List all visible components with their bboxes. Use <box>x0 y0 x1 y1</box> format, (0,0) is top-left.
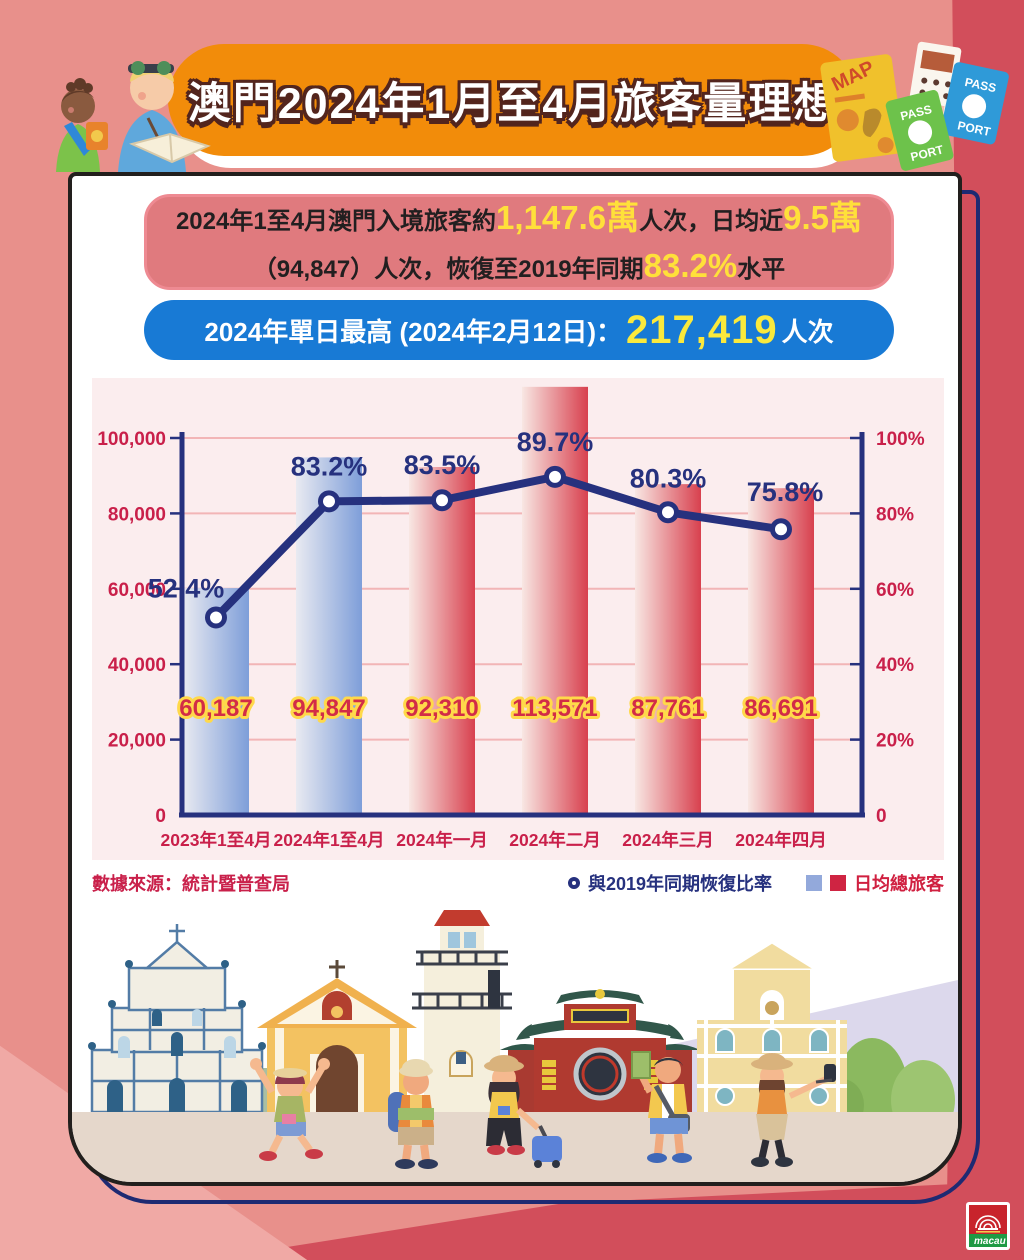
bar-value-label: 113,571 <box>512 695 597 722</box>
recovery-rate-line <box>212 472 785 622</box>
left-axis-tick: 80,000 <box>108 504 166 525</box>
tourist-backpacker-man <box>388 1059 438 1169</box>
left-axis-tick: 0 <box>155 806 166 827</box>
x-axis-label: 2023年1至4月 <box>161 830 272 850</box>
bar-value-label: 92,310 <box>405 695 478 722</box>
bar-1 <box>296 457 362 815</box>
svg-text:PASS: PASS <box>964 75 998 95</box>
passport-green-icon: PASS PORT <box>885 90 954 171</box>
red-bar-swatch-icon <box>830 875 846 891</box>
x-axis-label: 2024年二月 <box>509 830 600 850</box>
guia-lighthouse <box>412 910 512 1112</box>
header-travel-items: MAP PASS PORT PASS PORT <box>820 41 1009 171</box>
left-axis-tick: 20,000 <box>108 731 166 752</box>
visitors-bar-line-chart: 100,000 80,000 60,000 40,000 20,000 0 100% 80% 6… <box>97 386 925 850</box>
passport-blue-icon: PASS PORT <box>940 62 1009 145</box>
child-with-passport <box>56 78 108 172</box>
legend-bar-series: 日均總旅客 <box>806 870 944 896</box>
tourist-selfie-woman <box>751 1053 836 1167</box>
macau-skyline-illustration <box>72 910 958 1182</box>
infographic-card: 2024年1至4月澳門入境旅客約1,147.6萬人次，日均近9.5萬 （94,8… <box>68 172 962 1186</box>
tourist-jumping-girl <box>250 1058 330 1161</box>
left-axis-tick: 60,000 <box>108 580 166 601</box>
man-reading-map <box>118 61 211 172</box>
svg-text:macau: macau <box>974 1236 1006 1247</box>
right-axis-tick: 60% <box>876 580 914 601</box>
x-axis-label: 2024年四月 <box>735 830 826 850</box>
x-axis-label: 2024年三月 <box>622 830 713 850</box>
right-axis-tick: 100% <box>876 429 925 450</box>
line-point-2 <box>431 489 453 512</box>
line-point-label: 75.8% <box>747 477 824 507</box>
header-tourist-characters <box>56 61 211 172</box>
macau-tourism-logo-icon: macau <box>966 1202 1010 1250</box>
x-axis-label: 2024年一月 <box>396 830 487 850</box>
ruins-of-st-paul <box>88 924 266 1114</box>
line-point-label: 80.3% <box>630 463 707 493</box>
bar-value-label: 94,847 <box>292 695 365 722</box>
chart-legend: 與2019年同期恢復比率 日均總旅客 <box>567 870 944 896</box>
bar-5 <box>748 488 814 815</box>
page-title: 澳門2024年1月至4月旅客量理想 <box>187 80 839 128</box>
summary-stat-box: 2024年1至4月澳門入境旅客約1,147.6萬人次，日均近9.5萬 （94,8… <box>144 194 894 290</box>
tourist-man-with-map <box>631 1051 692 1163</box>
line-point-5 <box>770 518 792 541</box>
daily-record-box: 2024年單日最高 (2024年2月12日)： 217,419 人次 <box>144 300 894 360</box>
title-banner: 澳門2024年1月至4月旅客量理想 <box>168 44 858 156</box>
line-point-3 <box>544 465 566 488</box>
line-point-label: 89.7% <box>517 427 594 457</box>
line-point-1 <box>318 490 340 513</box>
bar-value-label: 60,187 <box>179 695 252 722</box>
summary-line-1: 2024年1至4月澳門入境旅客約1,147.6萬人次，日均近9.5萬 <box>175 199 863 237</box>
chart-footer-row: 數據來源：統計暨普查局 與2019年同期恢復比率 日均總旅客 <box>92 868 944 898</box>
svg-text:PORT: PORT <box>956 118 992 139</box>
line-point-0 <box>205 606 227 629</box>
data-source-note: 數據來源：統計暨普查局 <box>92 874 290 894</box>
line-marker-icon <box>567 877 580 889</box>
left-axis-tick: 40,000 <box>108 655 166 676</box>
bar-value-label: 87,761 <box>631 695 704 722</box>
bar-value-label: 86,691 <box>744 695 817 722</box>
line-point-label: 83.2% <box>291 451 368 481</box>
visitors-chart-panel: 100,000 80,000 60,000 40,000 20,000 0 100% 80% 6… <box>92 378 944 860</box>
line-point-label: 83.5% <box>404 450 481 480</box>
blue-bar-swatch-icon <box>806 875 822 891</box>
tourist-woman-with-suitcase <box>484 1055 562 1168</box>
right-axis-tick: 0 <box>876 806 887 827</box>
x-axis-label: 2024年1至4月 <box>274 830 385 850</box>
right-axis-tick: 80% <box>876 504 914 525</box>
line-point-4 <box>657 501 679 524</box>
left-axis-tick: 100,000 <box>97 429 166 450</box>
line-point-label: 52.4% <box>148 573 225 603</box>
bar-4 <box>635 484 701 815</box>
right-axis-tick: 40% <box>876 655 914 676</box>
bar-2 <box>409 466 475 815</box>
summary-line-2: （94,847）人次，恢復至2019年同期83.2%水平 <box>252 247 786 284</box>
map-icon: MAP <box>820 54 905 162</box>
legend-line-series: 與2019年同期恢復比率 <box>567 870 772 896</box>
right-axis-tick: 20% <box>876 731 914 752</box>
bar-3 <box>522 386 588 815</box>
